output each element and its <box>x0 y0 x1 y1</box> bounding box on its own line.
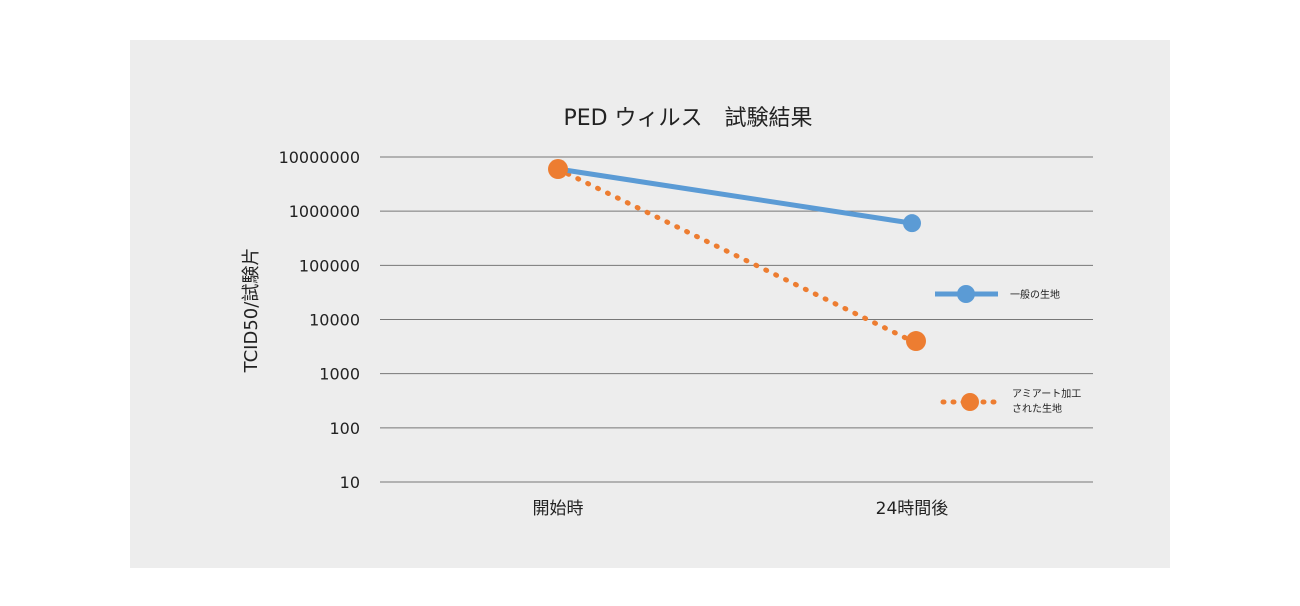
legend: 一般の生地 アミアート加工 された生地 <box>935 285 1081 415</box>
series-2-point <box>548 159 568 180</box>
y-axis-label: TCID50/試験片 <box>241 248 262 374</box>
series-2-point <box>906 331 926 352</box>
series-layer <box>548 159 926 352</box>
x-category-labels: 開始時 24時間後 <box>533 499 949 519</box>
y-tick-label: 100 <box>329 419 360 438</box>
legend-label-series-2-line-2: された生地 <box>1012 402 1062 415</box>
y-tick-label: 10000000 <box>279 148 360 167</box>
y-tick-label: 100000 <box>299 256 360 275</box>
line-chart: PED ウィルス 試験結果 10000000100000010000010000… <box>241 106 1093 519</box>
series-line-1 <box>557 166 913 226</box>
legend-marker-series-1 <box>957 285 975 303</box>
legend-label-series-2-line-1: アミアート加工 <box>1012 388 1081 400</box>
y-tick-label: 10000 <box>309 311 360 330</box>
y-tick-labels: 10000000 1000000 100000 10000 1000 100 10 <box>279 148 360 492</box>
x-category-label: 24時間後 <box>876 499 949 519</box>
legend-label-series-1: 一般の生地 <box>1010 288 1060 301</box>
series-1-point <box>903 214 921 233</box>
chart-title: PED ウィルス 試験結果 <box>563 106 812 131</box>
legend-marker-series-2 <box>961 393 979 411</box>
y-tick-label: 1000000 <box>289 202 360 221</box>
x-category-label: 開始時 <box>533 499 584 519</box>
y-tick-label: 1000 <box>319 365 360 384</box>
y-tick-label: 10 <box>340 473 360 492</box>
gridlines <box>380 156 1093 483</box>
chart-panel: PED ウィルス 試験結果 10000000 1000000 100000 10000… <box>130 40 1170 568</box>
series-line-2 <box>555 166 915 344</box>
